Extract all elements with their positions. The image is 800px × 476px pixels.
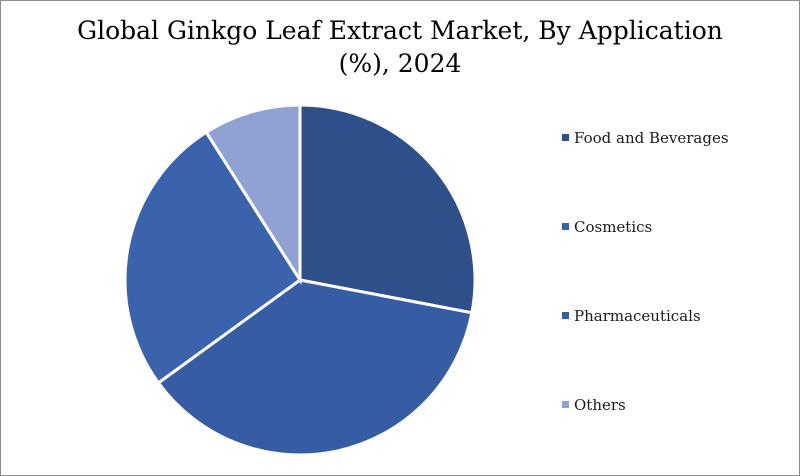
legend-label-food-and-beverages: Food and Beverages bbox=[574, 129, 729, 147]
legend-label-others: Others bbox=[574, 396, 626, 414]
legend-swatch-cosmetics bbox=[562, 223, 569, 230]
legend-swatch-food-and-beverages bbox=[562, 134, 569, 141]
pie-slice-cosmetics bbox=[123, 130, 303, 385]
chart-title-line-2: (%), 2024 bbox=[338, 49, 462, 78]
pie-slices bbox=[123, 103, 477, 457]
pie-slice-food-and-beverages bbox=[298, 103, 477, 315]
legend: Food and Beverages Cosmetics Pharmaceutica… bbox=[562, 129, 729, 414]
legend-label-pharmaceuticals: Pharmaceuticals bbox=[574, 307, 701, 325]
legend-swatch-others bbox=[562, 401, 569, 408]
legend-swatch-pharmaceuticals bbox=[562, 312, 569, 319]
pie-slice-others bbox=[204, 103, 302, 286]
chart-title-line-1: Global Ginkgo Leaf Extract Market, By Ap… bbox=[77, 16, 723, 45]
chart-title: Global Ginkgo Leaf Extract Market, By Ap… bbox=[0, 14, 800, 80]
pie-slice-pharmaceuticals bbox=[156, 278, 474, 457]
legend-label-cosmetics: Cosmetics bbox=[574, 218, 652, 236]
